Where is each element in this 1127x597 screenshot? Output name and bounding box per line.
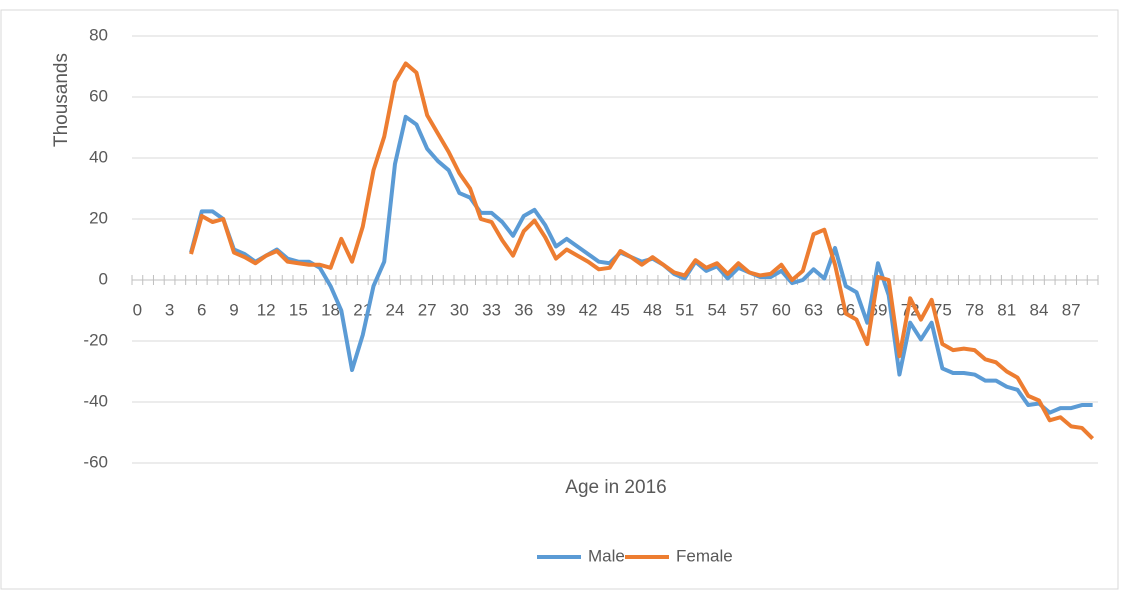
x-tick-label: 51 [675, 300, 694, 319]
x-tick-label: 18 [321, 300, 340, 319]
x-tick-label: 45 [611, 300, 630, 319]
x-tick-label: 36 [514, 300, 533, 319]
x-tick-label: 54 [708, 300, 727, 319]
x-axis-title: Age in 2016 [565, 477, 666, 498]
y-tick-label: -40 [83, 391, 108, 410]
x-tick-label: 87 [1062, 300, 1081, 319]
x-tick-label: 33 [482, 300, 501, 319]
x-tick-label: 60 [772, 300, 791, 319]
y-tick-label: 0 [99, 269, 108, 288]
x-tick-label: 84 [1030, 300, 1049, 319]
x-tick-label: 81 [997, 300, 1016, 319]
y-tick-label: 20 [89, 208, 108, 227]
x-tick-label: 0 [133, 300, 142, 319]
x-tick-label: 75 [933, 300, 952, 319]
x-tick-label: 30 [450, 300, 469, 319]
x-tick-label: 63 [804, 300, 823, 319]
legend-label: Male [588, 546, 625, 565]
legend-label: Female [676, 546, 733, 565]
x-tick-label: 6 [197, 300, 206, 319]
x-tick-label: 57 [740, 300, 759, 319]
x-tick-label: 39 [547, 300, 566, 319]
x-tick-label: 42 [579, 300, 598, 319]
x-tick-label: 12 [257, 300, 276, 319]
x-tick-label: 15 [289, 300, 308, 319]
y-tick-label: 80 [89, 25, 108, 44]
y-tick-label: -60 [83, 452, 108, 471]
x-tick-label: 24 [386, 300, 405, 319]
x-tick-label: 78 [965, 300, 984, 319]
series-line [189, 114, 1093, 415]
y-tick-label: 60 [89, 86, 108, 105]
series-line [189, 61, 1095, 441]
y-tick-label: 40 [89, 147, 108, 166]
x-tick-label: 9 [229, 300, 238, 319]
x-tick-label: 27 [418, 300, 437, 319]
y-axis-title: Thousands [51, 53, 72, 147]
y-tick-label: -20 [83, 330, 108, 349]
x-tick-label: 3 [165, 300, 174, 319]
x-tick-label: 48 [643, 300, 662, 319]
